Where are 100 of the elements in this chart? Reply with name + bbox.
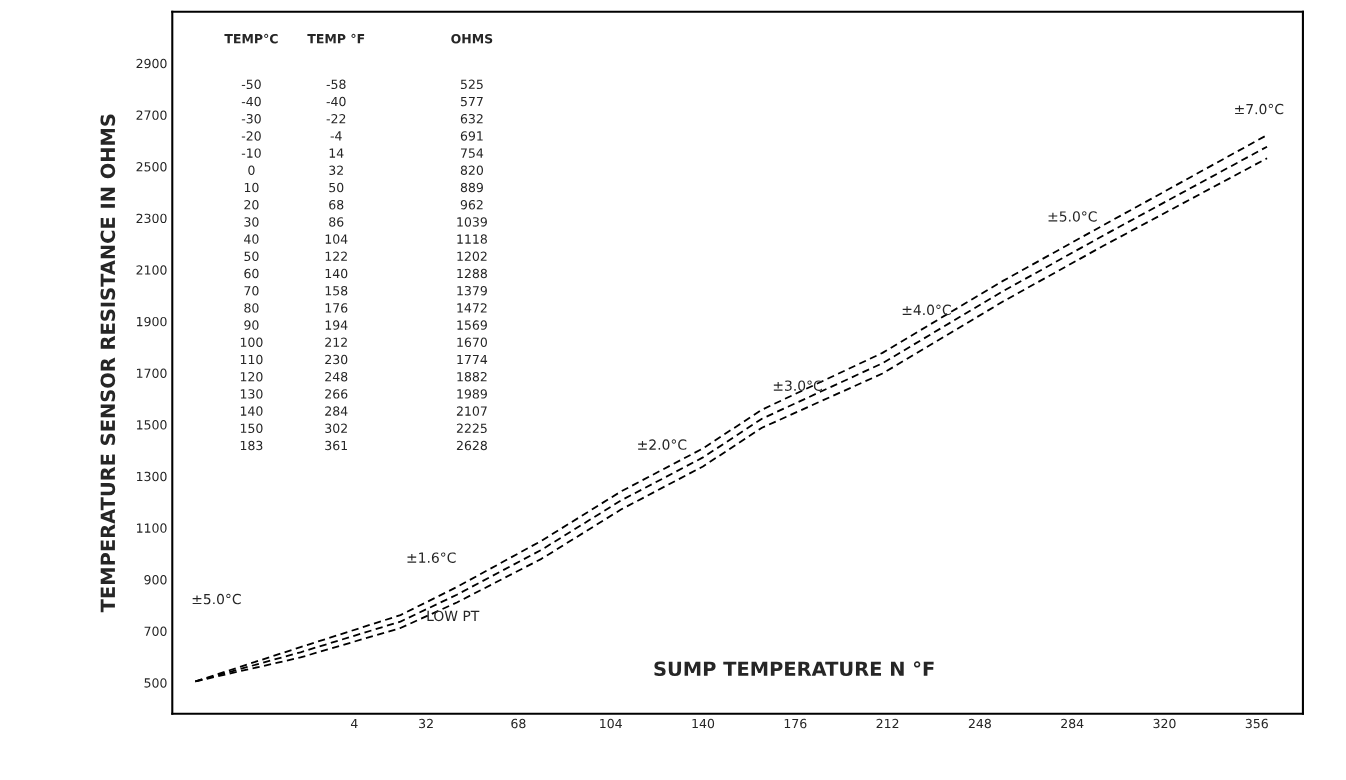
y-tick-label: 1300 (136, 471, 167, 482)
annotation: -22 (326, 113, 346, 124)
annotation: 40 (244, 234, 259, 244)
annotation: LOW PT (427, 610, 480, 622)
annotation: 100 (240, 337, 263, 348)
annotation: 577 (460, 96, 483, 107)
annotation: -40 (326, 96, 346, 107)
annotation: 158 (325, 285, 348, 296)
annotation: 60 (244, 268, 259, 279)
annotation: 1989 (457, 389, 487, 399)
annotation: 14 (329, 148, 344, 158)
annotation: 104 (325, 234, 348, 244)
annotation: -10 (241, 148, 261, 158)
annotation: 183 (240, 440, 263, 451)
annotation: 86 (329, 217, 344, 227)
annotation: 302 (325, 423, 347, 434)
annotation: ±3.0°C (773, 380, 822, 391)
y-tick-label: 700 (144, 626, 167, 637)
annotation: 525 (460, 79, 483, 90)
y-tick-label: 1500 (136, 420, 167, 430)
annotation: 32 (329, 165, 343, 176)
annotation: TEMP°C (224, 33, 278, 44)
annotation: 140 (240, 406, 263, 416)
annotation: 1288 (457, 268, 487, 279)
annotation: 122 (325, 251, 347, 261)
annotation: 889 (460, 182, 483, 193)
annotation: 0 (248, 165, 255, 176)
y-tick-label: 2900 (136, 58, 167, 69)
y-tick-label: 1100 (136, 523, 167, 533)
annotation: OHMS (451, 33, 493, 44)
x-tick-label: 32 (419, 718, 433, 729)
annotation: 50 (329, 182, 344, 193)
x-tick-label: 68 (511, 718, 526, 729)
annotation: 691 (460, 131, 483, 141)
y-tick-label: 2700 (136, 110, 167, 120)
annotation: 10 (244, 182, 259, 193)
annotation: 248 (325, 371, 348, 382)
annotation: -30 (241, 113, 261, 124)
annotation: 80 (244, 303, 259, 313)
x-tick-label: 140 (692, 718, 715, 729)
annotation: 176 (325, 303, 348, 313)
x-tick-label: 104 (600, 718, 622, 729)
annotation: 284 (325, 406, 348, 416)
annotation: ±4.0°C (902, 304, 951, 316)
annotation: 70 (244, 285, 259, 296)
y-tick-label: 1900 (136, 316, 167, 327)
y-axis-title: TEMPERATURE SENSOR RESISTANCE IN OHMS (100, 114, 116, 613)
annotation: 1379 (457, 285, 487, 296)
annotation: 2225 (456, 423, 487, 434)
y-tick-label: 1700 (136, 368, 167, 378)
annotation: 110 (240, 354, 263, 365)
annotation: 361 (325, 440, 348, 451)
x-tick-label: 356 (1245, 718, 1268, 729)
annotation: 212 (325, 337, 347, 347)
annotation: 140 (325, 268, 348, 279)
annotation: 120 (240, 371, 263, 382)
y-tick-label: 2300 (136, 213, 167, 224)
annotation: 20 (244, 199, 259, 210)
annotation: 230 (325, 354, 348, 365)
y-tick-label: 500 (144, 678, 167, 688)
annotation: 2628 (456, 440, 487, 451)
annotation: 130 (240, 389, 263, 399)
annotation: 2107 (456, 406, 487, 416)
x-tick-label: 248 (968, 718, 991, 729)
y-tick-label: 900 (144, 574, 167, 585)
annotation: ±5.0°C (192, 593, 241, 605)
annotation: -58 (326, 79, 346, 90)
annotation: 754 (461, 148, 484, 158)
annotation: 1569 (457, 320, 487, 330)
annotation: 632 (460, 113, 483, 124)
annotation: 90 (244, 320, 259, 330)
y-tick-label: 2100 (136, 265, 167, 275)
y-tick-label: 2500 (136, 162, 167, 172)
x-axis-title: SUMP TEMPERATURE N °F (654, 661, 934, 677)
annotation: -50 (241, 79, 261, 90)
annotation: 266 (325, 389, 348, 399)
x-tick-label: 284 (1061, 718, 1084, 729)
annotation: 1670 (457, 337, 487, 348)
annotation: 1039 (457, 217, 487, 227)
annotation: 150 (240, 423, 263, 434)
annotation: ±7.0°C (1235, 103, 1284, 115)
annotation: 30 (244, 217, 259, 227)
annotation: 1202 (457, 251, 487, 262)
annotation: 1118 (457, 234, 487, 244)
annotation: 1774 (457, 354, 488, 365)
x-tick-label: 176 (784, 718, 807, 729)
annotation: TEMP °F (307, 33, 365, 44)
annotation: ±5.0°C (1048, 211, 1097, 222)
annotation: 1882 (457, 371, 487, 382)
annotation: ±1.6°C (407, 552, 456, 563)
annotation: 1472 (457, 303, 487, 313)
annotation: 962 (460, 199, 483, 210)
annotation: ±2.0°C (638, 439, 687, 450)
x-tick-label: 4 (350, 718, 358, 729)
annotation: -20 (241, 131, 261, 141)
x-tick-label: 320 (1153, 718, 1176, 729)
annotation: 194 (325, 320, 348, 330)
annotation: -4 (330, 131, 342, 141)
annotation: -40 (241, 96, 261, 107)
annotation: 68 (329, 199, 344, 210)
